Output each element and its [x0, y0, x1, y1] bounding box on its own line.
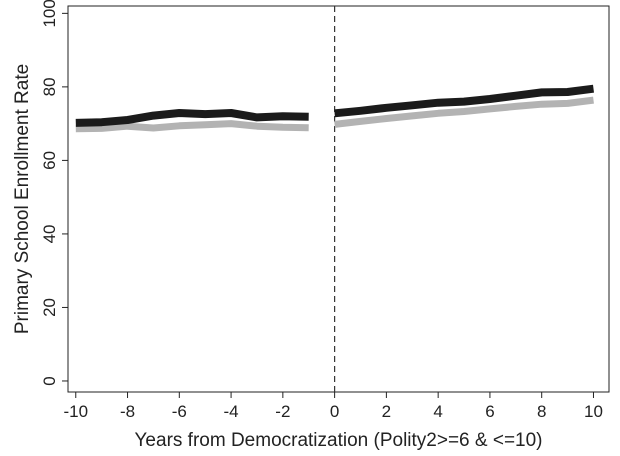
x-tick-label: 0 — [330, 402, 339, 421]
x-tick-label: -6 — [172, 402, 187, 421]
series-1-segment-1 — [334, 96, 594, 128]
x-tick-label: -2 — [275, 402, 290, 421]
plot-frame — [67, 5, 610, 393]
y-tick-label: 40 — [40, 224, 59, 243]
x-tick-label: 6 — [485, 402, 494, 421]
y-tick-label: 100 — [40, 0, 59, 28]
x-axis-title: Years from Democratization (Polity2>=6 &… — [135, 430, 543, 451]
series-1-segment-0 — [75, 120, 309, 133]
x-tick-label: -8 — [120, 402, 135, 421]
y-tick-label: 60 — [40, 151, 59, 170]
x-tick-label: 4 — [433, 402, 442, 421]
x-tick-label: -4 — [224, 402, 239, 421]
y-tick-label: 80 — [40, 77, 59, 96]
series-0-segment-1 — [334, 84, 595, 118]
y-tick-label: 0 — [40, 376, 59, 385]
x-tick-label: 10 — [584, 402, 603, 421]
y-axis-title: Primary School Enrollment Rate — [12, 64, 33, 334]
y-tick-label: 20 — [40, 298, 59, 317]
x-tick-label: 8 — [537, 402, 546, 421]
x-tick-label: -10 — [63, 402, 88, 421]
x-tick-label: 2 — [382, 402, 391, 421]
series-0-segment-0 — [75, 109, 309, 127]
